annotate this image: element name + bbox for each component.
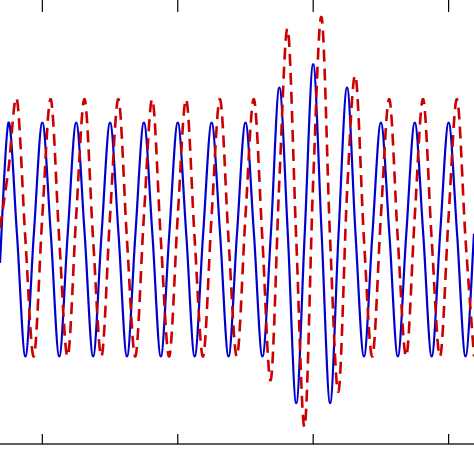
series-line-1 xyxy=(0,63,474,405)
bottom-tick-marks xyxy=(41,434,450,444)
series-line-2 xyxy=(0,15,474,428)
top-tick-marks xyxy=(41,0,450,12)
series-layer xyxy=(0,15,474,428)
